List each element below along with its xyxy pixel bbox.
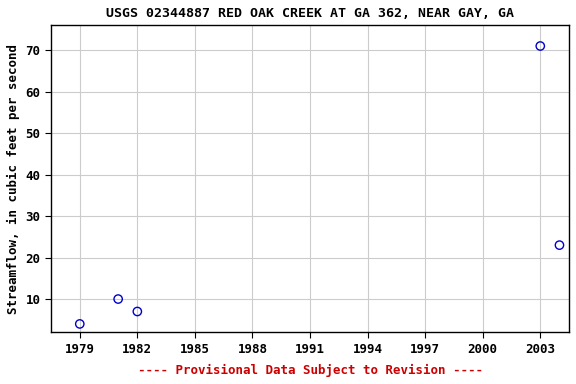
Point xyxy=(113,296,123,302)
Point xyxy=(132,308,142,314)
Point xyxy=(536,43,545,49)
Title: USGS 02344887 RED OAK CREEK AT GA 362, NEAR GAY, GA: USGS 02344887 RED OAK CREEK AT GA 362, N… xyxy=(106,7,514,20)
X-axis label: ---- Provisional Data Subject to Revision ----: ---- Provisional Data Subject to Revisio… xyxy=(138,364,483,377)
Point xyxy=(75,321,84,327)
Y-axis label: Streamflow, in cubic feet per second: Streamflow, in cubic feet per second xyxy=(7,44,20,314)
Point xyxy=(555,242,564,248)
